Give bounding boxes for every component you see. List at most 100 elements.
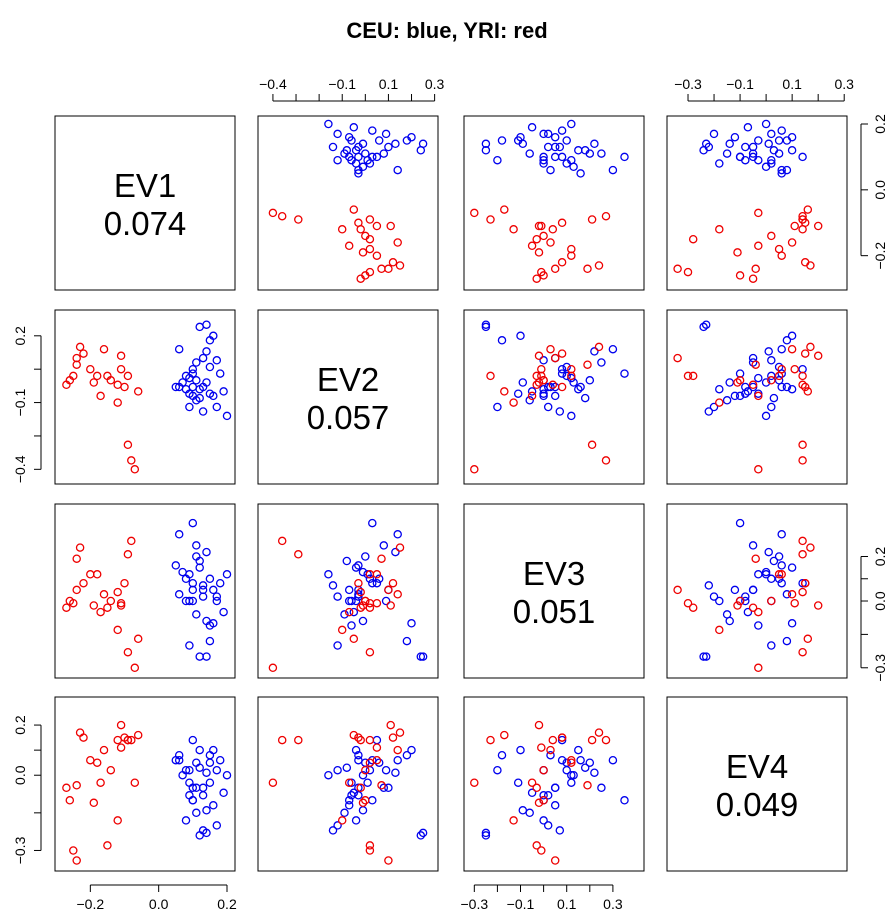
point-yri xyxy=(99,745,109,755)
point-yri xyxy=(388,578,398,588)
point-ceu xyxy=(178,567,187,577)
point-ceu xyxy=(192,783,201,793)
point-ceu xyxy=(497,336,507,345)
point-ceu xyxy=(481,831,491,840)
point-yri xyxy=(800,258,810,267)
point-yri xyxy=(127,536,136,546)
point-yri xyxy=(349,634,359,644)
point-yri xyxy=(767,596,776,606)
point-yri xyxy=(358,798,368,808)
point-ceu xyxy=(764,347,773,356)
point-ceu xyxy=(174,750,184,760)
point-yri xyxy=(754,663,763,673)
tick-label: −0.1 xyxy=(507,896,535,912)
point-ceu xyxy=(333,129,342,139)
point-yri xyxy=(774,244,784,254)
tick-label: −0.2 xyxy=(77,896,105,912)
panel-EV4-EV2 xyxy=(257,696,439,872)
point-yri xyxy=(268,208,278,218)
point-yri xyxy=(787,590,797,599)
point-yri xyxy=(62,603,71,612)
point-yri xyxy=(798,550,807,559)
point-ceu xyxy=(608,344,618,354)
point-yri xyxy=(268,663,278,673)
point-ceu xyxy=(774,552,784,561)
diagonal-variable-value: 0.057 xyxy=(307,399,390,436)
point-yri xyxy=(548,380,558,390)
point-ceu xyxy=(171,382,181,392)
point-ceu xyxy=(576,755,585,765)
point-yri xyxy=(69,846,78,855)
point-yri xyxy=(372,598,382,608)
point-yri xyxy=(790,221,799,231)
point-yri xyxy=(583,360,592,369)
point-ceu xyxy=(372,578,382,588)
point-ceu xyxy=(774,149,784,158)
point-ceu xyxy=(539,129,548,139)
point-yri xyxy=(133,634,143,644)
point-ceu xyxy=(402,636,412,646)
panel-EV3-EV1 xyxy=(54,503,236,679)
diagonal-variable-value: 0.049 xyxy=(716,786,799,823)
point-ceu xyxy=(787,132,797,142)
point-ceu xyxy=(620,796,629,805)
point-yri xyxy=(532,380,541,390)
point-yri xyxy=(798,211,807,221)
point-ceu xyxy=(743,123,753,132)
point-ceu xyxy=(202,652,211,661)
point-ceu xyxy=(567,770,576,780)
point-ceu xyxy=(188,735,198,745)
point-ceu xyxy=(188,796,198,805)
point-yri xyxy=(673,264,682,274)
point-ceu xyxy=(198,592,208,601)
point-ceu xyxy=(754,621,763,630)
point-ceu xyxy=(192,541,201,550)
point-ceu xyxy=(543,821,553,830)
point-yri xyxy=(500,205,509,214)
point-ceu xyxy=(574,146,583,155)
point-ceu xyxy=(368,518,377,528)
point-ceu xyxy=(787,384,797,394)
panel-frame xyxy=(257,503,439,679)
tick-label: 0.2 xyxy=(872,547,888,567)
point-yri xyxy=(470,465,479,474)
point-ceu xyxy=(363,570,372,579)
point-yri xyxy=(688,371,698,381)
point-yri xyxy=(130,778,140,787)
point-ceu xyxy=(580,763,590,772)
point-yri xyxy=(113,398,122,407)
point-yri xyxy=(96,778,105,787)
point-yri xyxy=(365,841,375,850)
point-yri xyxy=(365,758,375,767)
point-ceu xyxy=(333,155,342,165)
y-axis-EV1: −0.2 0.0 0.2 xyxy=(860,114,888,269)
point-ceu xyxy=(192,808,201,818)
point-ceu xyxy=(481,320,491,329)
point-yri xyxy=(113,625,122,635)
tick-label: 0.2 xyxy=(872,114,888,134)
point-ceu xyxy=(516,331,525,341)
point-ceu xyxy=(185,402,194,412)
point-ceu xyxy=(381,596,391,606)
point-ceu xyxy=(782,636,792,646)
point-ceu xyxy=(195,652,204,661)
point-ceu xyxy=(576,382,585,392)
point-ceu xyxy=(550,132,560,142)
point-ceu xyxy=(354,592,363,601)
point-ceu xyxy=(748,149,758,158)
panel-frame xyxy=(463,309,645,485)
point-ceu xyxy=(701,652,711,661)
point-ceu xyxy=(198,791,208,800)
point-ceu xyxy=(391,547,400,557)
point-yri xyxy=(774,570,784,579)
point-ceu xyxy=(198,581,208,590)
point-ceu xyxy=(202,806,211,815)
point-ceu xyxy=(782,165,792,175)
point-yri xyxy=(532,371,541,381)
point-ceu xyxy=(777,530,786,539)
tick-label: −0.1 xyxy=(328,76,356,92)
point-ceu xyxy=(580,393,590,403)
point-yri xyxy=(72,781,81,790)
point-ceu xyxy=(748,358,758,367)
